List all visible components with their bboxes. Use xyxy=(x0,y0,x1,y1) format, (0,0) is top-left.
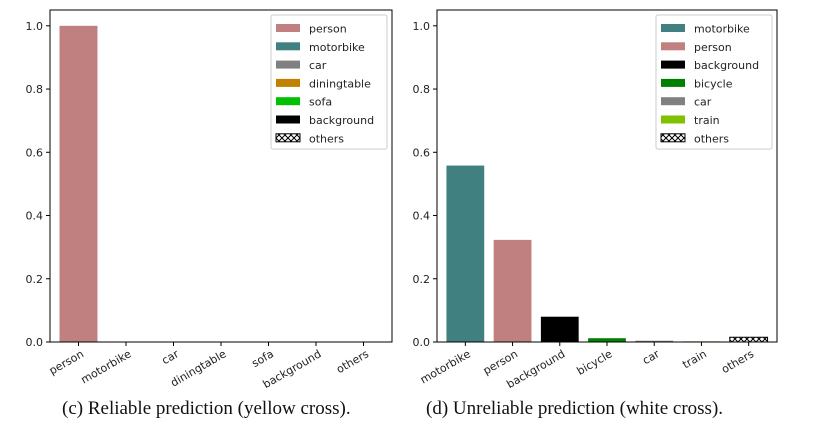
y-tick-label: 0.2 xyxy=(413,273,431,286)
legend-label: bicycle xyxy=(694,77,733,90)
x-tick-label: train xyxy=(680,347,709,371)
bar-motorbike xyxy=(446,165,485,342)
legend-swatch-background xyxy=(276,115,300,124)
legend-swatch-car xyxy=(661,97,685,106)
legend-label: sofa xyxy=(309,96,332,109)
y-tick-label: 0.6 xyxy=(413,146,431,159)
y-tick-label: 0.8 xyxy=(413,83,431,96)
caption-d: (d) Unreliable prediction (white cross). xyxy=(426,398,724,419)
legend-swatch-motorbike xyxy=(276,42,300,51)
legend-swatch-car xyxy=(276,60,300,69)
x-tick-label: motorbike xyxy=(418,347,473,386)
legend-label: background xyxy=(309,114,374,127)
x-tick-label: car xyxy=(640,347,662,367)
y-tick-label: 0.8 xyxy=(26,83,44,96)
y-tick-label: 0.6 xyxy=(26,146,44,159)
legend-swatch-train xyxy=(661,115,685,124)
x-tick-label: others xyxy=(334,347,371,376)
caption-c: (c) Reliable prediction (yellow cross). xyxy=(62,398,351,419)
bar-person xyxy=(493,239,532,342)
legend-swatch-motorbike xyxy=(661,24,685,32)
x-tick-label: person xyxy=(481,347,520,377)
x-tick-label: others xyxy=(719,347,756,376)
legend-label: person xyxy=(309,23,347,36)
y-tick-label: 1.0 xyxy=(26,20,44,33)
legend-label: others xyxy=(309,132,344,145)
y-tick-label: 1.0 xyxy=(413,20,431,33)
bar-person xyxy=(59,25,98,343)
legend-swatch-others xyxy=(660,133,686,143)
legend-label: car xyxy=(309,59,327,72)
legend-label: motorbike xyxy=(309,41,365,54)
legend-swatch-bicycle xyxy=(661,78,685,87)
y-tick-label: 0.4 xyxy=(413,210,431,223)
chart-1: 0.0 0.2 0.4 0.6 0.8 1.0 motorbike person backgro… xyxy=(413,9,778,391)
x-tick-label: person xyxy=(47,347,86,377)
bar-bicycle xyxy=(588,338,626,342)
legend-label: motorbike xyxy=(694,23,750,36)
legend-swatch-person xyxy=(276,24,300,32)
legend-label: others xyxy=(694,132,729,145)
y-tick-label: 0.2 xyxy=(26,273,44,286)
legend-swatch-background xyxy=(661,60,685,69)
bar-car xyxy=(635,340,674,342)
legend-label: person xyxy=(694,41,732,54)
legend-label: diningtable xyxy=(309,77,371,90)
legend-swatch-sofa xyxy=(276,97,300,106)
legend-swatch-others xyxy=(275,133,301,143)
y-tick-label: 0.0 xyxy=(413,336,431,349)
legend-swatch-diningtable xyxy=(276,78,300,87)
x-tick-label: motorbike xyxy=(79,347,134,386)
legend-swatch-person xyxy=(661,42,685,51)
bar-background xyxy=(540,316,579,342)
legend-label: train xyxy=(694,114,720,127)
legend-label: car xyxy=(694,96,712,109)
legend-label: background xyxy=(694,59,759,72)
x-tick-label: car xyxy=(160,347,182,367)
bar-others xyxy=(729,336,769,343)
x-tick-label: bicycle xyxy=(575,347,615,378)
x-tick-label: sofa xyxy=(250,347,276,370)
y-tick-label: 0.0 xyxy=(26,336,44,349)
y-tick-label: 0.4 xyxy=(26,210,44,223)
